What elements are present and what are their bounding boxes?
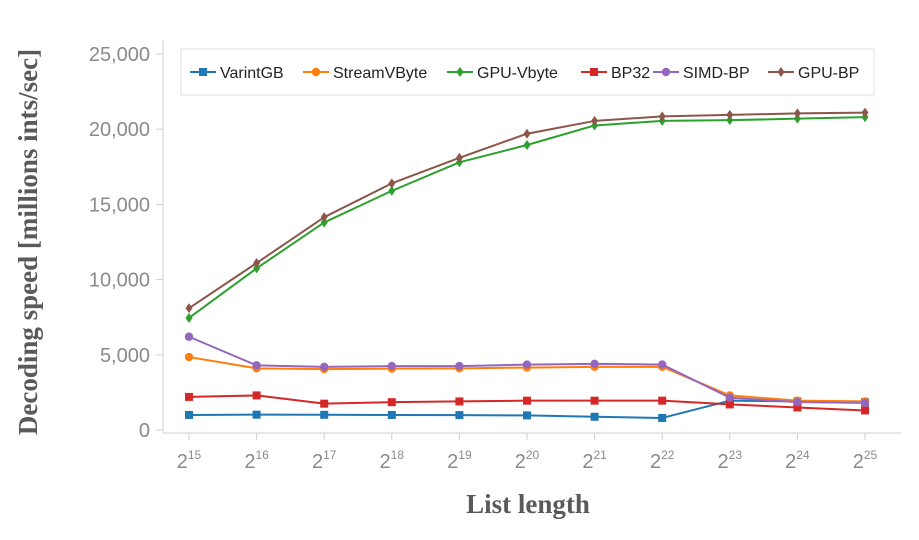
- x-tick-label: 215: [177, 448, 202, 473]
- data-point: [320, 410, 329, 419]
- legend-marker: [311, 67, 321, 77]
- x-tick-label: 222: [650, 448, 675, 473]
- legend-entry: BP32: [581, 65, 650, 82]
- data-point: [658, 396, 667, 405]
- legend-label: VarintGB: [220, 65, 284, 82]
- y-tick-label: 10,000: [89, 270, 150, 292]
- legend-marker: [456, 67, 464, 77]
- x-tick-label: 220: [515, 448, 540, 473]
- data-point: [793, 108, 801, 119]
- x-tick-label: 216: [244, 448, 269, 473]
- legend: VarintGB StreamVByte GPU-Vbyte BP32 SIMD-BP G…: [180, 48, 875, 96]
- data-point: [388, 178, 396, 189]
- legend-box: [180, 48, 875, 96]
- data-point: [793, 403, 802, 412]
- data-point: [320, 212, 328, 223]
- legend-label: GPU-Vbyte: [477, 65, 558, 82]
- data-point: [522, 360, 532, 369]
- x-tick-label: 218: [380, 448, 405, 473]
- legend-marker: [777, 67, 785, 77]
- y-axis: 0 5,000 10,000 15,000 20,000 25,000: [89, 40, 164, 442]
- legend-label: SIMD-BP: [683, 65, 750, 82]
- y-tick-label: 20,000: [89, 119, 150, 141]
- y-tick-label: 15,000: [89, 194, 150, 216]
- y-axis-title: Decoding speed [millions ints/sec]: [13, 49, 43, 435]
- data-point: [590, 412, 599, 421]
- data-point: [185, 303, 193, 314]
- legend-entry: GPU-BP: [768, 65, 859, 82]
- y-tick-label: 5,000: [100, 345, 150, 367]
- x-axis-title: List length: [466, 489, 590, 519]
- x-tick-label: 221: [582, 448, 607, 473]
- data-point: [185, 410, 193, 419]
- y-tick-label: 0: [139, 420, 150, 442]
- legend-marker: [661, 67, 671, 77]
- data-point: [387, 410, 396, 419]
- data-point: [658, 111, 666, 122]
- series-bp32: [185, 391, 869, 415]
- series-gpu-bp: [185, 107, 869, 314]
- legend-entry: SIMD-BP: [653, 65, 750, 82]
- data-point: [726, 109, 734, 120]
- data-point: [252, 361, 261, 370]
- series-lines: [184, 107, 870, 422]
- data-point: [320, 399, 329, 408]
- x-axis: 215 216 217 218 219 220 221 222 223 224 225: [163, 432, 901, 473]
- legend-entry: VarintGB: [190, 65, 284, 82]
- data-point: [387, 361, 396, 371]
- data-point: [320, 362, 329, 372]
- data-point: [455, 397, 464, 406]
- data-point: [320, 217, 328, 228]
- data-point: [590, 359, 599, 369]
- legend-marker: [199, 68, 207, 76]
- legend-entry: GPU-Vbyte: [447, 65, 558, 82]
- data-point: [184, 332, 194, 341]
- data-point: [253, 258, 261, 269]
- y-tick-label: 25,000: [89, 44, 150, 66]
- data-point: [253, 263, 261, 274]
- data-point: [523, 411, 531, 420]
- legend-label: GPU-BP: [798, 65, 859, 82]
- data-point: [793, 113, 801, 124]
- data-point: [388, 185, 396, 196]
- data-point: [252, 391, 261, 400]
- data-point: [184, 352, 194, 362]
- data-point: [725, 400, 734, 409]
- x-tick-label: 223: [718, 448, 743, 473]
- data-point: [861, 107, 869, 118]
- x-tick-label: 219: [447, 448, 472, 473]
- data-point: [523, 396, 531, 405]
- data-point: [455, 361, 464, 371]
- data-point: [861, 406, 869, 415]
- data-point: [860, 398, 870, 408]
- legend-marker: [590, 68, 598, 76]
- data-point: [185, 312, 193, 323]
- data-point: [658, 413, 667, 422]
- data-point: [455, 152, 463, 163]
- data-point: [725, 393, 734, 402]
- data-point: [793, 397, 802, 407]
- legend-label: StreamVByte: [333, 65, 427, 82]
- legend-label: BP32: [611, 65, 650, 82]
- data-point: [185, 392, 193, 401]
- data-point: [523, 128, 531, 139]
- data-point: [591, 115, 599, 126]
- series-simd-bp: [184, 332, 870, 408]
- data-point: [590, 396, 599, 405]
- data-point: [523, 139, 531, 150]
- data-point: [387, 398, 396, 407]
- data-point: [726, 115, 734, 126]
- x-tick-label: 225: [853, 448, 878, 473]
- x-tick-label: 224: [785, 448, 810, 473]
- series-gpu-vbyte: [185, 112, 869, 323]
- legend-entry: StreamVByte: [303, 65, 427, 82]
- data-point: [455, 411, 464, 420]
- x-tick-label: 217: [312, 448, 337, 473]
- data-point: [658, 360, 667, 369]
- data-point: [252, 410, 261, 419]
